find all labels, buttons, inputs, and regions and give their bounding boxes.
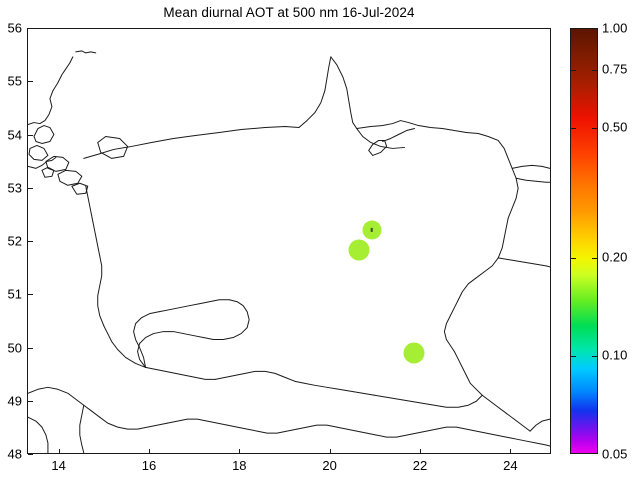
colorbar-tick-label: 0.50	[602, 119, 628, 135]
map-plot-area	[27, 28, 551, 454]
x-tick-label: 20	[322, 458, 337, 473]
x-tick	[148, 449, 150, 454]
y-tick	[28, 187, 33, 189]
x-tick-label: 14	[51, 458, 66, 473]
station-center-dot	[370, 228, 373, 232]
colorbar-tick	[571, 356, 576, 358]
x-tick	[510, 449, 512, 454]
colorbar-gradient	[571, 29, 597, 453]
y-tick	[28, 28, 33, 29]
y-tick	[28, 241, 33, 242]
colorbar	[570, 28, 598, 454]
x-tick	[329, 449, 331, 454]
colorbar-tick-label: 0.05	[602, 446, 628, 462]
x-tick-label: 24	[503, 458, 518, 473]
x-tick	[420, 449, 421, 454]
x-tick-label: 22	[412, 458, 428, 473]
x-tick	[239, 449, 241, 454]
station-marker[interactable]	[348, 239, 370, 261]
y-tick	[28, 134, 33, 136]
colorbar-tick-label: 0.20	[602, 249, 628, 265]
y-tick	[28, 454, 33, 455]
chart-title: Mean diurnal AOT at 500 nm 16-Jul-2024	[163, 5, 415, 20]
y-tick-label: 54	[7, 127, 22, 142]
colorbar-tick-label: 0.10	[602, 347, 628, 363]
colorbar-tick	[592, 356, 597, 358]
station-marker[interactable]	[362, 220, 382, 240]
y-tick	[28, 294, 33, 296]
colorbar-tick	[592, 257, 597, 259]
station-marker[interactable]	[403, 342, 425, 364]
y-tick-label: 53	[7, 180, 22, 196]
colorbar-tick	[571, 127, 576, 129]
y-tick-label: 49	[7, 393, 22, 409]
colorbar-tick	[592, 69, 597, 71]
y-tick-label: 48	[7, 446, 22, 462]
colorbar-tick-label: 0.75	[602, 61, 628, 77]
y-tick-label: 51	[7, 286, 22, 302]
y-tick	[28, 400, 33, 402]
colorbar-tick	[592, 127, 597, 129]
map-coastlines	[28, 50, 550, 453]
y-tick-label: 56	[7, 20, 22, 36]
colorbar-tick	[571, 257, 576, 259]
x-tick	[58, 449, 60, 454]
x-tick-label: 18	[232, 458, 247, 473]
colorbar-tick	[571, 69, 576, 71]
colorbar-tick-label: 1.00	[602, 20, 628, 36]
y-tick-label: 52	[7, 233, 22, 249]
y-tick	[28, 81, 33, 83]
y-tick-label: 50	[7, 340, 22, 355]
x-tick-label: 16	[141, 458, 157, 473]
y-tick-label: 55	[7, 73, 22, 89]
y-tick	[28, 347, 33, 349]
